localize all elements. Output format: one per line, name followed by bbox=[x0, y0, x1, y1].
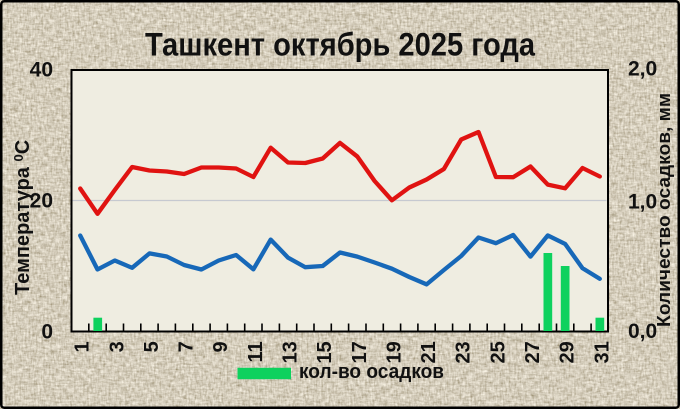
svg-text:Ташкент октябрь 2025 года: Ташкент октябрь 2025 года bbox=[145, 26, 535, 62]
svg-text:Температура 0C: Температура 0C bbox=[11, 140, 34, 295]
svg-text:2,0: 2,0 bbox=[628, 58, 657, 81]
svg-text:0,0: 0,0 bbox=[628, 320, 657, 343]
svg-text:11: 11 bbox=[245, 341, 267, 362]
svg-text:29: 29 bbox=[557, 341, 579, 363]
svg-text:9: 9 bbox=[210, 341, 232, 352]
svg-text:17: 17 bbox=[349, 341, 371, 363]
svg-text:31: 31 bbox=[591, 341, 613, 363]
svg-text:0: 0 bbox=[41, 321, 53, 344]
svg-text:19: 19 bbox=[383, 341, 405, 363]
svg-text:13: 13 bbox=[280, 341, 302, 363]
svg-text:27: 27 bbox=[522, 341, 544, 363]
svg-text:5: 5 bbox=[141, 341, 163, 352]
svg-text:15: 15 bbox=[314, 341, 336, 363]
svg-text:1,0: 1,0 bbox=[628, 191, 657, 214]
svg-text:кол-во осадков: кол-во осадков bbox=[299, 361, 444, 383]
svg-text:25: 25 bbox=[487, 341, 509, 363]
svg-text:3: 3 bbox=[106, 341, 128, 352]
svg-text:40: 40 bbox=[30, 59, 53, 82]
svg-text:20: 20 bbox=[30, 190, 53, 213]
svg-text:23: 23 bbox=[453, 341, 475, 363]
svg-text:7: 7 bbox=[176, 341, 198, 352]
svg-text:Количество осадков, мм: Количество осадков, мм bbox=[654, 93, 674, 327]
svg-text:1: 1 bbox=[72, 341, 94, 352]
svg-text:21: 21 bbox=[418, 341, 440, 363]
